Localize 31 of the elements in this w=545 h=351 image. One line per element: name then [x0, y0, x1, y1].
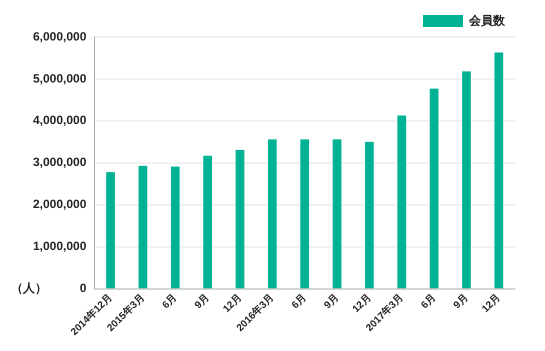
bar — [106, 172, 115, 288]
y-tick-label: 1,000,000 — [32, 239, 87, 254]
x-tick-label: 12月 — [221, 292, 244, 316]
y-axis-title: （人） — [11, 281, 47, 296]
y-tick-label: 0 — [80, 281, 87, 296]
bar — [332, 139, 342, 288]
bar — [138, 166, 148, 288]
x-tick-label: 12月 — [480, 292, 503, 316]
bar — [397, 115, 406, 288]
y-tick-label: 4,000,000 — [32, 113, 87, 128]
x-tick-label: 9月 — [452, 292, 471, 312]
y-tick-label: 5,000,000 — [32, 71, 87, 86]
bar — [170, 166, 180, 288]
x-tick-label: 6月 — [290, 292, 309, 312]
bar — [462, 71, 471, 288]
y-tick-label: 6,000,000 — [32, 29, 87, 44]
x-tick-label: 6月 — [419, 292, 438, 312]
bar — [430, 88, 438, 288]
bar — [203, 156, 212, 288]
x-tick-label: 12月 — [350, 292, 374, 316]
x-tick-label: 6月 — [160, 292, 180, 312]
bar — [268, 139, 277, 288]
bar — [365, 142, 374, 288]
bar — [494, 52, 504, 288]
x-tick-label: 9月 — [322, 292, 342, 312]
x-tick-label: 9月 — [192, 292, 212, 312]
legend-label: 会員数 — [468, 13, 506, 28]
y-tick-label: 3,000,000 — [32, 155, 87, 170]
bar — [300, 139, 310, 288]
y-tick-label: 2,000,000 — [32, 197, 87, 212]
bar — [236, 150, 244, 288]
